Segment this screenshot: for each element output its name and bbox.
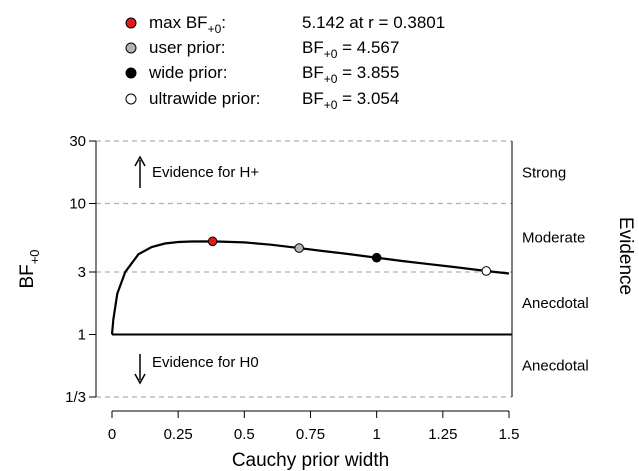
y-tick-label: 3 — [78, 264, 86, 281]
legend-value-text: = 4.567 — [337, 38, 399, 57]
y-axis-label: BF+0 — [17, 249, 42, 288]
legend-value-text: = 3.855 — [337, 63, 399, 82]
legend-value-prefix: BF — [302, 63, 324, 82]
legend-value-prefix-sub: +0 — [324, 47, 338, 61]
bf-curve — [110, 240, 510, 335]
evidence-category-label: Anecdotal — [522, 295, 589, 312]
legend-label-text: max BF — [149, 13, 208, 32]
h-plus-arrow-head — [134, 155, 146, 167]
y-axis-label-sub: +0 — [27, 249, 42, 264]
y-tick-label: 10 — [69, 196, 86, 213]
point-user — [294, 243, 304, 253]
x-tick-label: 0.25 — [164, 426, 193, 443]
right-axis-label: Evidence — [615, 217, 636, 295]
y-tick-label: 30 — [69, 133, 86, 150]
legend-label-sub: +0 — [208, 22, 222, 36]
legend-marker-user — [125, 42, 137, 54]
legend-value-prefix: BF — [302, 89, 324, 108]
legend-marker-max — [125, 17, 137, 29]
h-plus-annotation: Evidence for H+ — [152, 164, 259, 181]
evidence-category-label: Strong — [522, 164, 566, 181]
legend-value-0: 5.142 at r = 0.3801 — [302, 13, 445, 32]
y-axis-label-text: BF — [17, 264, 38, 288]
x-tick-label: 0.75 — [296, 426, 325, 443]
legend-value-3: BF+0 = 3.054 — [302, 89, 399, 112]
axes: 1/3 1 3 10 30 0 0.25 0.5 0.75 1 1.25 1.5 — [65, 133, 519, 443]
legend-value-1: BF+0 = 4.567 — [302, 38, 399, 61]
h-zero-arrow-head — [134, 373, 146, 385]
gridlines — [96, 140, 512, 398]
prior-points — [207, 236, 492, 276]
x-tick-label: 0 — [108, 426, 116, 443]
x-tick-label: 0.5 — [234, 426, 255, 443]
legend-label-1: user prior: — [149, 38, 226, 57]
annotations: Evidence for H+ Evidence for H0 Strong Mode… — [134, 155, 589, 385]
legend-label-text: user prior: — [149, 38, 226, 57]
x-tick-label: 1.5 — [499, 426, 520, 443]
legend-value-2: BF+0 = 3.855 — [302, 63, 399, 86]
legend-value-prefix-sub: +0 — [324, 98, 338, 112]
legend-value-text: 5.142 at r = 0.3801 — [302, 13, 445, 32]
point-wide — [371, 252, 382, 263]
data-series — [110, 240, 510, 335]
axis-labels: Cauchy prior width BF+0 Evidence — [17, 217, 636, 471]
evidence-category-label: Anecdotal — [522, 358, 589, 375]
y-tick-label: 1 — [78, 326, 86, 343]
h-zero-annotation: Evidence for H0 — [152, 354, 259, 371]
x-tick-label: 1.25 — [428, 426, 457, 443]
x-axis-label: Cauchy prior width — [232, 450, 389, 471]
x-tick-label: 1 — [372, 426, 380, 443]
evidence-category-label: Moderate — [522, 230, 585, 247]
legend-label-text: ultrawide prior: — [149, 89, 261, 108]
legend-label-2: wide prior: — [148, 63, 227, 82]
y-tick-label: 1/3 — [65, 389, 86, 406]
legend-value-text: = 3.054 — [337, 89, 399, 108]
legend-marker-ultrawide — [125, 93, 137, 105]
point-max — [207, 236, 218, 247]
legend-value-prefix-sub: +0 — [324, 72, 338, 86]
legend-label-3: ultrawide prior: — [149, 89, 261, 108]
legend-label-0: max BF+0: — [149, 13, 226, 36]
legend-value-prefix: BF — [302, 38, 324, 57]
legend-label-text: wide prior: — [148, 63, 227, 82]
legend-marker-wide — [125, 67, 137, 79]
legend-label-suffix: : — [221, 13, 226, 32]
point-ultrawide — [481, 266, 492, 276]
